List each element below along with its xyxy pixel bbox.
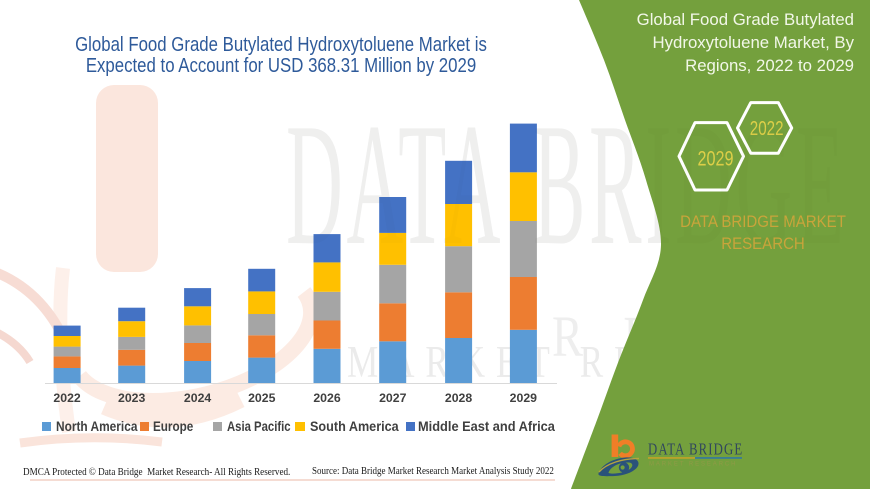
svg-text:MARKET RESEARCH: MARKET RESEARCH: [649, 462, 737, 468]
svg-text:DATA BRIDGE: DATA BRIDGE: [648, 441, 743, 459]
svg-text:2029: 2029: [698, 148, 734, 171]
svg-text:2022: 2022: [750, 118, 784, 140]
